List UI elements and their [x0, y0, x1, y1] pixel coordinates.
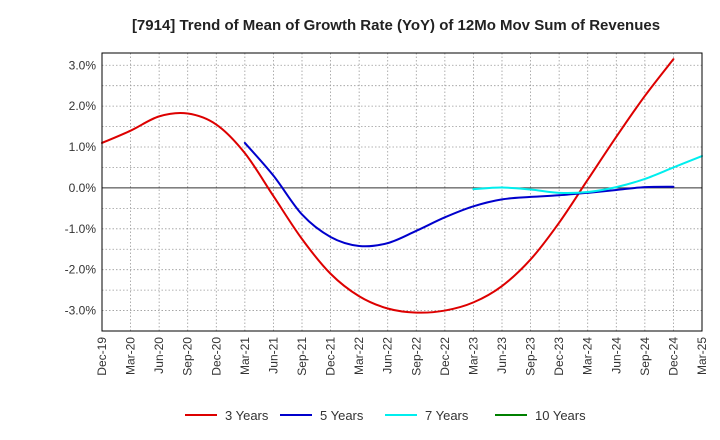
- x-tick-label: Mar-20: [124, 337, 138, 375]
- series-line-5-years: [243, 141, 675, 248]
- x-tick-label: Dec-19: [95, 337, 109, 376]
- legend-item-10-years: 10 Years: [495, 408, 586, 423]
- y-tick-label: 2.0%: [69, 99, 97, 113]
- legend-item-3-years: 3 Years: [185, 408, 269, 423]
- x-tick-label: Mar-23: [466, 337, 480, 375]
- y-axis-ticks: 3.0% 2.0% 1.0% 0.0% -1.0% -2.0% -3.0%: [65, 58, 97, 317]
- y-tick-label: 3.0%: [69, 58, 97, 72]
- x-tick-label: Jun-22: [381, 337, 395, 374]
- x-tick-label: Sep-20: [181, 337, 195, 376]
- legend-item-5-years: 5 Years: [280, 408, 364, 423]
- x-axis-ticks: Dec-19 Mar-20 Jun-20 Sep-20 Dec-20 Mar-21 Jun-…: [95, 337, 709, 376]
- legend-label: 3 Years: [225, 408, 269, 423]
- legend: 3 Years 5 Years 7 Years 10 Years: [185, 408, 586, 423]
- x-tick-label: Dec-22: [438, 337, 452, 376]
- x-tick-label: Sep-21: [295, 337, 309, 376]
- y-tick-label: -1.0%: [65, 222, 97, 236]
- x-tick-label: Mar-22: [352, 337, 366, 375]
- x-tick-label: Dec-24: [666, 337, 680, 376]
- x-tick-label: Jun-24: [609, 337, 623, 374]
- x-tick-label: Dec-23: [552, 337, 566, 376]
- series-line-7-years: [472, 155, 703, 194]
- legend-item-7-years: 7 Years: [385, 408, 469, 423]
- x-tick-label: Sep-23: [524, 337, 538, 376]
- grid: [102, 53, 702, 332]
- chart-title: [7914] Trend of Mean of Growth Rate (YoY…: [132, 17, 660, 34]
- legend-label: 10 Years: [535, 408, 586, 423]
- legend-label: 7 Years: [425, 408, 469, 423]
- legend-label: 5 Years: [320, 408, 364, 423]
- x-tick-label: Jun-23: [495, 337, 509, 374]
- y-tick-label: 0.0%: [69, 181, 97, 195]
- x-tick-label: Mar-21: [238, 337, 252, 375]
- x-tick-label: Sep-24: [638, 337, 652, 376]
- y-tick-label: 1.0%: [69, 140, 97, 154]
- x-tick-label: Sep-22: [409, 337, 423, 376]
- x-tick-label: Jun-20: [152, 337, 166, 374]
- y-tick-label: -3.0%: [65, 304, 97, 318]
- plot-frame: [101, 52, 703, 332]
- x-tick-label: Mar-24: [581, 337, 595, 375]
- x-tick-label: Dec-21: [324, 337, 338, 376]
- series-lines: [101, 58, 703, 314]
- y-tick-label: -2.0%: [65, 263, 97, 277]
- x-tick-label: Dec-20: [209, 337, 223, 376]
- x-tick-label: Mar-25: [695, 337, 709, 375]
- x-tick-label: Jun-21: [266, 337, 280, 374]
